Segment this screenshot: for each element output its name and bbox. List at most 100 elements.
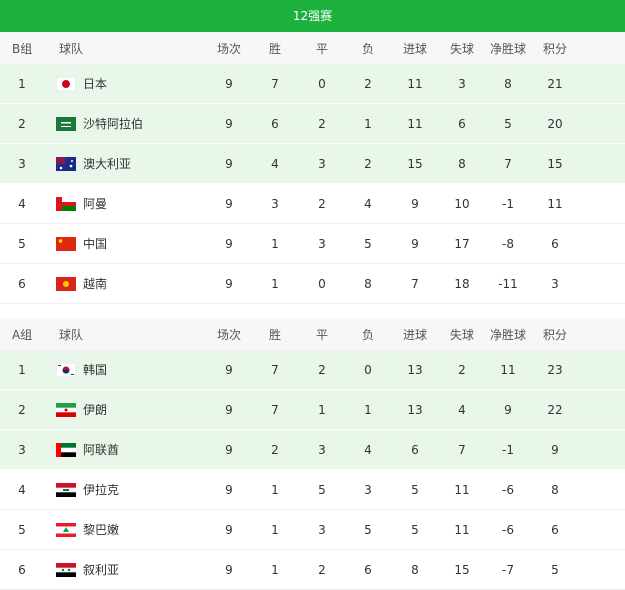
- header-cell: 失球: [449, 41, 475, 56]
- table-row: 1 日本 9 7 0 2 11 3 8 21: [0, 64, 625, 104]
- table-cell: 1: [271, 522, 279, 537]
- table-cell: 9: [225, 522, 233, 537]
- table-cell: 5: [18, 236, 26, 251]
- header-cell: 积分: [542, 327, 568, 342]
- header-cell: 球队: [59, 327, 84, 342]
- header-cell: 场次: [216, 327, 242, 342]
- table-cell: 2: [271, 442, 279, 457]
- table-cell: 0: [318, 276, 326, 291]
- table-row: 3 澳大利亚 9 4 3 2 15 8 7 15: [0, 144, 625, 184]
- team-name: 中国: [83, 237, 108, 251]
- table-cell: 21: [547, 76, 563, 91]
- table-cell: 0: [364, 362, 372, 377]
- table-cell: 11: [547, 196, 563, 211]
- table-header: B组 球队 场次 胜 平 负 进球 失球 净胜球 积分: [0, 32, 625, 64]
- header-cell: 胜: [268, 41, 282, 56]
- table-row: 1 韩国 9 7 2 0 13 2 11 23: [0, 350, 625, 390]
- table-cell: 2: [318, 362, 326, 377]
- table-cell: 2: [458, 362, 466, 377]
- team-name: 越南: [83, 277, 108, 291]
- team-name: 韩国: [83, 363, 108, 377]
- table-cell: 2: [18, 402, 26, 417]
- table-cell: 8: [411, 562, 419, 577]
- header-cell: 进球: [402, 327, 428, 342]
- table-cell: 3: [318, 236, 326, 251]
- table-cell: 6: [271, 116, 279, 131]
- header-cell: 进球: [402, 41, 428, 56]
- header-cell: 净胜球: [489, 327, 527, 342]
- table-cell: 7: [271, 362, 279, 377]
- table-cell: 9: [411, 196, 419, 211]
- table-cell: 4: [458, 402, 466, 417]
- table-cell: 3: [458, 76, 466, 91]
- table-cell: 5: [551, 562, 559, 577]
- table-cell: 22: [547, 402, 563, 417]
- table-cell: 6: [18, 562, 26, 577]
- table-cell: 9: [225, 116, 233, 131]
- table-cell: 0: [318, 76, 326, 91]
- table-cell: 4: [271, 156, 279, 171]
- table-cell: 9: [411, 236, 419, 251]
- table-cell: 1: [18, 76, 26, 91]
- flag-icon: [56, 563, 76, 577]
- header-cell: 胜: [268, 327, 282, 342]
- flag-icon: [56, 197, 76, 211]
- table-row: 5 中国 9 1 3 5 9 17 -8 6: [0, 224, 625, 264]
- table-cell: 2: [18, 116, 26, 131]
- table-cell: 6: [551, 236, 559, 251]
- table-cell: 4: [18, 196, 26, 211]
- flag-icon: [56, 403, 76, 417]
- team-name: 澳大利亚: [83, 157, 132, 171]
- table-cell: 4: [364, 442, 372, 457]
- table-cell: 4: [18, 482, 26, 497]
- flag-icon: [56, 443, 76, 457]
- table-cell: 9: [225, 442, 233, 457]
- table-row: 3 阿联酋 9 2 3 4 6 7 -1 9: [0, 430, 625, 470]
- title-bar: 12强赛: [0, 0, 625, 32]
- table-cell: 6: [364, 562, 372, 577]
- table-cell: 1: [364, 116, 372, 131]
- header-cell: 平: [315, 327, 329, 342]
- table-cell: 11: [500, 362, 516, 377]
- header-cell: 球队: [59, 41, 84, 56]
- table-cell: 9: [225, 276, 233, 291]
- flag-icon: [56, 157, 76, 171]
- table-row: 5 黎巴嫩 9 1 3 5 5 11 -6 6: [0, 510, 625, 550]
- flag-icon: [56, 117, 76, 131]
- table-cell: 6: [551, 522, 559, 537]
- table-cell: -6: [502, 522, 514, 537]
- header-cell: 平: [315, 41, 329, 56]
- table-cell: 9: [225, 156, 233, 171]
- table-cell: 7: [271, 402, 279, 417]
- table-cell: 5: [318, 482, 326, 497]
- table-cell: 5: [364, 522, 372, 537]
- team-name: 沙特阿拉伯: [83, 117, 144, 131]
- table-cell: 15: [454, 562, 470, 577]
- flag-icon: [56, 237, 76, 251]
- table-cell: 1: [318, 402, 326, 417]
- table-cell: -6: [502, 482, 514, 497]
- table-cell: 3: [318, 156, 326, 171]
- table-header: A组 球队 场次 胜 平 负 进球 失球 净胜球 积分: [0, 318, 625, 350]
- team-name: 伊朗: [83, 403, 108, 417]
- header-cell: 净胜球: [489, 41, 527, 56]
- table-cell: 1: [271, 276, 279, 291]
- table-cell: 8: [551, 482, 559, 497]
- table-cell: 1: [271, 236, 279, 251]
- table-cell: 7: [504, 156, 512, 171]
- table-cell: 3: [18, 442, 26, 457]
- team-name: 伊拉克: [83, 483, 120, 497]
- table-cell: 1: [364, 402, 372, 417]
- flag-icon: [56, 277, 76, 291]
- table-cell: 5: [18, 522, 26, 537]
- team-name: 阿曼: [83, 197, 108, 211]
- header-cell: 失球: [449, 327, 475, 342]
- table-cell: 8: [364, 276, 372, 291]
- table-cell: 7: [458, 442, 466, 457]
- table-cell: 11: [407, 116, 423, 131]
- table-cell: -8: [502, 236, 514, 251]
- table-cell: 11: [454, 482, 470, 497]
- table-row: 6 叙利亚 9 1 2 6 8 15 -7 5: [0, 550, 625, 590]
- flag-icon: [56, 77, 76, 91]
